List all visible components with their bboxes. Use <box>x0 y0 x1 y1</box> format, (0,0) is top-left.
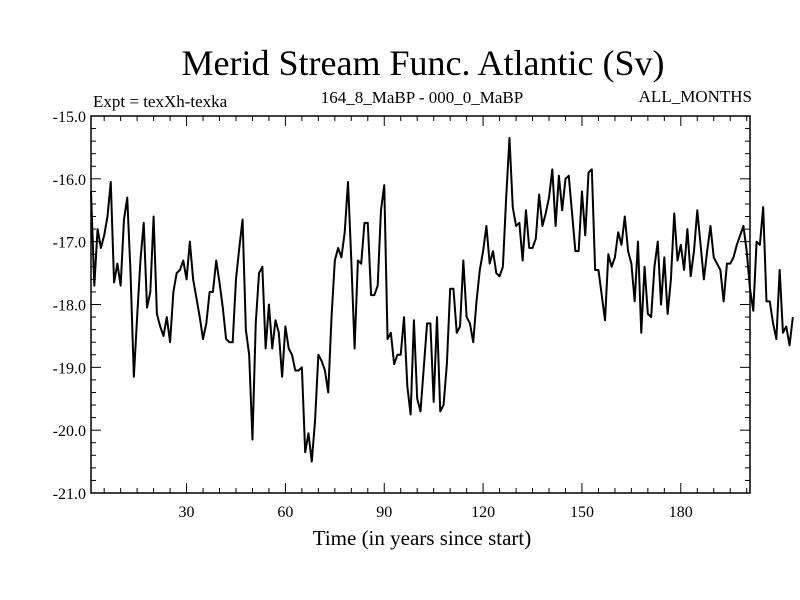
y-tick-label: -20.0 <box>53 423 86 440</box>
y-tick-label: -16.0 <box>53 172 86 189</box>
x-axis-label: Time (in years since start) <box>313 526 532 550</box>
y-tick-label: -17.0 <box>53 235 86 252</box>
series-line-0 <box>90 136 794 463</box>
chart-subtitle-right: ALL_MONTHS <box>639 87 752 106</box>
chart-subtitle-left: Expt = texXh-texka <box>93 92 228 111</box>
y-tick-label: -15.0 <box>53 109 86 126</box>
x-tick-label: 60 <box>277 504 293 521</box>
chart-subtitle-center: 164_8_MaBP - 000_0_MaBP <box>321 88 523 107</box>
plot-frame <box>90 115 751 494</box>
x-tick-label: 30 <box>179 504 195 521</box>
x-tick-label: 120 <box>471 504 495 521</box>
y-tick-label: -21.0 <box>53 486 86 503</box>
x-tick-label: 150 <box>570 504 594 521</box>
chart-title: Merid Stream Func. Atlantic (Sv) <box>182 43 665 83</box>
y-tick-label: -18.0 <box>53 298 86 315</box>
y-tick-label: -19.0 <box>53 360 86 377</box>
x-tick-label: 90 <box>376 504 392 521</box>
x-tick-label: 180 <box>669 504 693 521</box>
